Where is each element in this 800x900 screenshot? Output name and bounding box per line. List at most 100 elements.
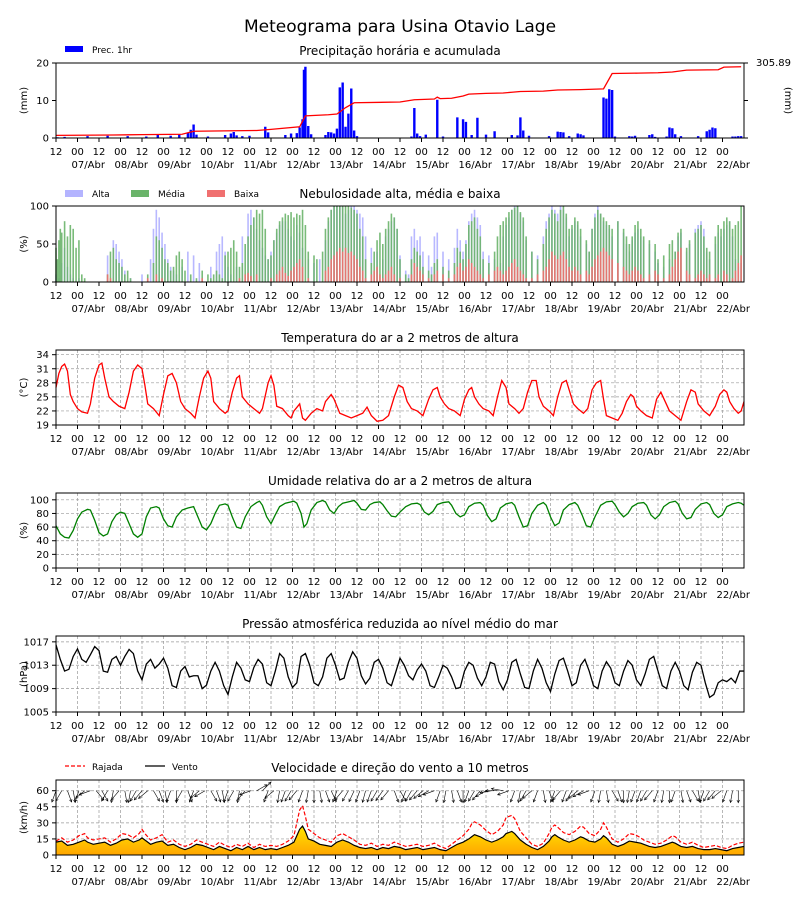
press-hour-label: 00 — [243, 721, 256, 732]
cloud-bar-alta — [215, 251, 218, 282]
precip-bar — [651, 134, 654, 138]
cloud-bar-média — [350, 207, 353, 282]
cloud-bar-média — [697, 228, 699, 282]
press-hour-label: 00 — [630, 721, 643, 732]
cloud-bar-média — [628, 244, 631, 282]
wind-direction-arrowhead — [288, 796, 292, 801]
precip-bar — [424, 134, 427, 138]
wind-direction-arrowhead — [490, 787, 495, 791]
cloud-bar-baixa — [359, 266, 361, 282]
precip-bar — [576, 133, 579, 138]
precip-bar — [418, 136, 422, 138]
wind-direction-arrow — [175, 790, 183, 802]
wind-direction-arrowhead — [630, 798, 634, 803]
temp-hour-label: 00 — [114, 434, 127, 445]
wind-direction-arrow — [138, 790, 148, 799]
temp-hour-label: 12 — [695, 434, 708, 445]
wind-direction-arrowhead — [370, 798, 374, 802]
press-ytick-label: 1013 — [24, 661, 49, 672]
precip-bar — [628, 136, 631, 138]
precip-bar — [441, 136, 445, 138]
wind-direction-arrow — [435, 790, 441, 803]
precip-day-label: 08/Abr — [115, 160, 149, 171]
cloud-bar-baixa — [576, 270, 579, 282]
rh-ylabel: (%) — [19, 522, 30, 539]
wind-direction-arrow — [166, 790, 171, 803]
wind-direction-arrowhead — [237, 796, 241, 801]
precip-bar — [413, 108, 416, 138]
cloud-bar-baixa — [548, 259, 550, 282]
cloud-bar-média — [232, 240, 235, 282]
wind-direction-arrow — [464, 790, 470, 803]
cloud-bar-média — [493, 251, 496, 282]
cloud-bar-baixa — [657, 274, 659, 282]
press-day-label: 20/Abr — [631, 734, 665, 745]
wind-direction-arrowhead — [375, 797, 379, 802]
cloud-bar-média — [126, 270, 129, 282]
cloud-bar-alta — [436, 232, 439, 282]
clouds-hour-label: 12 — [136, 291, 149, 302]
temp-hour-label: 12 — [265, 434, 278, 445]
wind-direction-arrowhead — [348, 798, 352, 803]
cloud-bar-baixa — [591, 266, 593, 282]
cloud-bar-média — [115, 259, 117, 282]
wind-direction-arrow — [51, 790, 57, 803]
press-day-label: 13/Abr — [330, 734, 364, 745]
cloud-bar-baixa — [109, 278, 112, 282]
cloud-bar-baixa — [522, 274, 525, 282]
wind-direction-arrow — [189, 790, 194, 803]
cloud-bar-média — [640, 228, 642, 282]
cloud-bar-média — [433, 263, 436, 282]
cloud-bar-média — [599, 213, 602, 282]
wind-direction-arrow — [451, 790, 454, 803]
precip-bar — [739, 136, 743, 138]
clouds-panel: Nebulosidade alta, média e baixa (%) 0 50 10… — [19, 187, 751, 315]
wind-hour-label: 00 — [458, 864, 471, 875]
cloud-bar-baixa — [284, 272, 287, 282]
precip-bar — [195, 134, 198, 138]
cloud-bar-baixa — [341, 251, 344, 282]
cloud-bar-média — [172, 266, 175, 282]
cloud-bar-baixa — [333, 255, 335, 282]
cloud-bar-média — [657, 259, 659, 282]
cloud-bar-baixa — [293, 266, 295, 282]
wind-direction-arrowhead — [101, 798, 105, 802]
clouds-day-label: 08/Abr — [115, 304, 149, 315]
cloud-bar-baixa — [628, 274, 631, 282]
cloud-bar-média — [700, 225, 702, 282]
clouds-title: Nebulosidade alta, média e baixa — [299, 187, 500, 201]
cloud-bar-média — [181, 259, 183, 282]
wind-day-label: 13/Abr — [330, 877, 364, 888]
wind-title: Velocidade e direção do vento a 10 metro… — [271, 761, 528, 775]
wind-direction-arrowhead — [227, 798, 231, 802]
precip-bar — [436, 99, 439, 138]
precip-bar — [229, 133, 233, 138]
cloud-bar-média — [562, 206, 565, 282]
wind-direction-arrowhead — [442, 799, 446, 804]
press-day-label: 09/Abr — [158, 734, 192, 745]
wind-direction-arrowhead — [615, 798, 619, 802]
press-hour-label: 12 — [394, 721, 407, 732]
clouds-hour-label: 12 — [652, 291, 665, 302]
cloud-bar-média — [714, 236, 717, 282]
wind-direction-arrowhead — [636, 798, 640, 803]
cloud-bar-média — [75, 247, 77, 282]
wind-hour-label: 00 — [372, 864, 385, 875]
precip-hour-label: 12 — [523, 147, 536, 158]
wind-direction-arrowhead — [110, 799, 114, 804]
precip-hour-label: 00 — [415, 147, 428, 158]
cloud-bar-média — [327, 217, 330, 282]
precip-hour-label: 00 — [71, 147, 84, 158]
cloud-bar-baixa — [648, 274, 651, 282]
cloud-bar-média — [316, 259, 318, 282]
clouds-hour-label: 12 — [179, 291, 192, 302]
wind-direction-arrowhead — [597, 799, 601, 804]
precip-bar — [304, 66, 307, 138]
wind-direction-arrowhead — [695, 798, 699, 802]
cloud-bar-baixa — [594, 259, 596, 282]
wind-day-label: 20/Abr — [631, 877, 665, 888]
cloud-bar-baixa — [275, 274, 278, 282]
cloud-bar-baixa — [373, 270, 375, 282]
clouds-hour-label: 12 — [394, 291, 407, 302]
cloud-bar-média — [617, 221, 619, 282]
